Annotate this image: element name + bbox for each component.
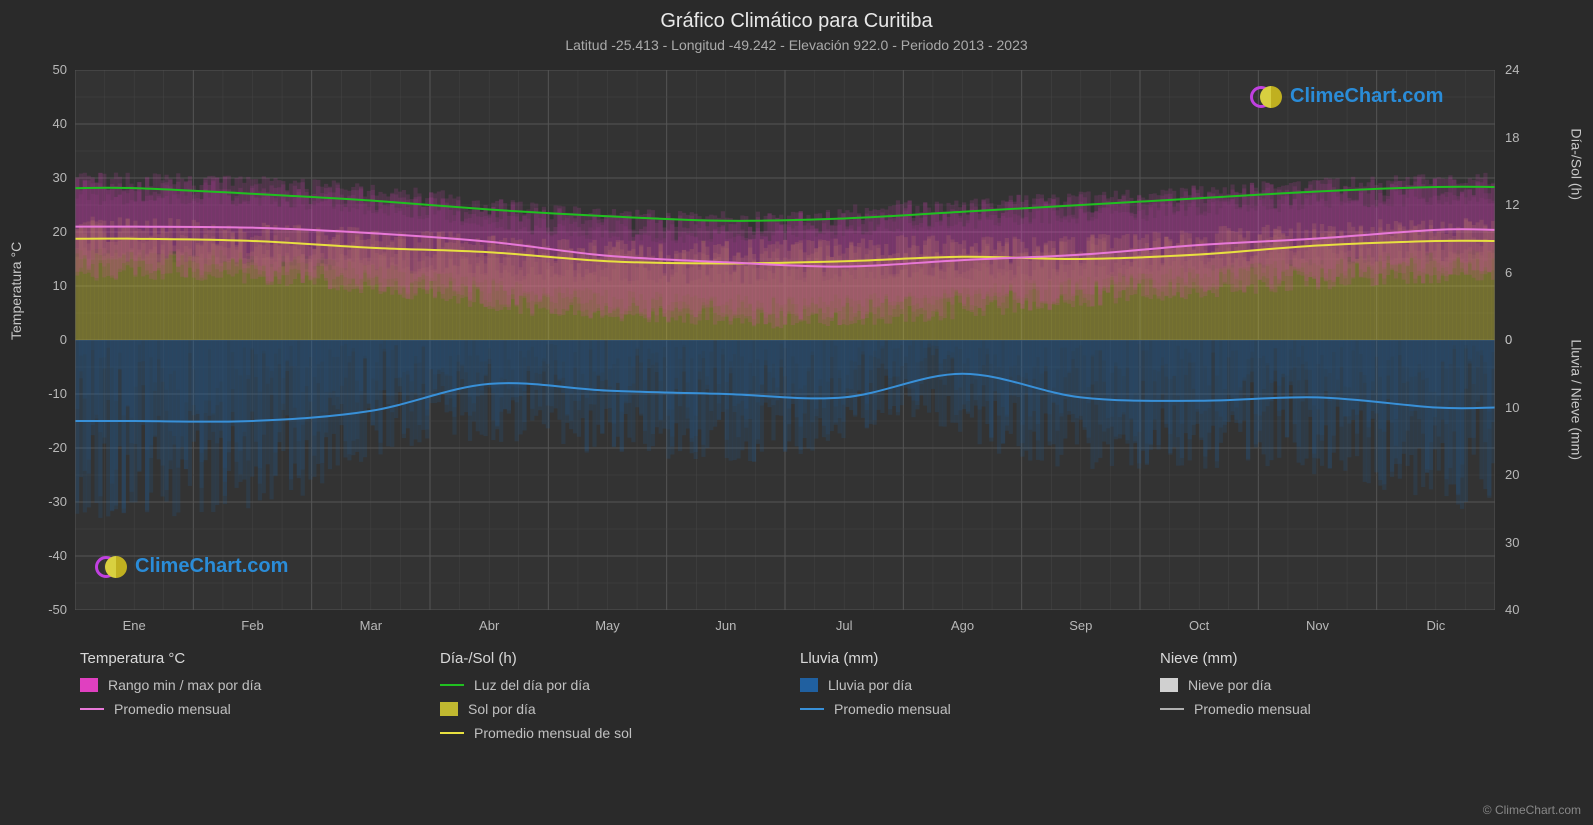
tick-label: Feb (241, 618, 263, 633)
swatch-snow-bars (1160, 678, 1178, 692)
legend-col-rain: Lluvia (mm) Lluvia por día Promedio mens… (800, 650, 1160, 741)
tick-label: -30 (27, 494, 67, 509)
legend-title: Día-/Sol (h) (440, 650, 800, 667)
legend-item: Lluvia por día (800, 677, 1160, 693)
tick-label: Mar (360, 618, 382, 633)
plot-svg (75, 70, 1495, 610)
tick-label: 0 (27, 332, 67, 347)
tick-label: -20 (27, 440, 67, 455)
y-axis-right-bottom-label: Lluvia / Nieve (mm) (1569, 339, 1585, 460)
legend-col-daysun: Día-/Sol (h) Luz del día por día Sol por… (440, 650, 800, 741)
tick-label: Nov (1306, 618, 1329, 633)
legend-label: Nieve por día (1188, 677, 1271, 693)
tick-label: 30 (27, 170, 67, 185)
legend-label: Promedio mensual (114, 701, 231, 717)
swatch-rain-line (800, 708, 824, 710)
copyright: © ClimeChart.com (1483, 803, 1581, 817)
tick-label: Sep (1069, 618, 1092, 633)
legend-item: Luz del día por día (440, 677, 800, 693)
legend-col-temp: Temperatura °C Rango min / max por día P… (80, 650, 440, 741)
legend-label: Luz del día por día (474, 677, 590, 693)
legend-label: Promedio mensual de sol (474, 725, 632, 741)
chart-container: Gráfico Climático para Curitiba Latitud … (0, 0, 1593, 825)
legend-title: Lluvia (mm) (800, 650, 1160, 667)
chart-title: Gráfico Climático para Curitiba (0, 0, 1593, 33)
legend-title: Nieve (mm) (1160, 650, 1520, 667)
tick-label: -10 (27, 386, 67, 401)
tick-label: Dic (1426, 618, 1445, 633)
tick-label: 40 (1505, 602, 1519, 617)
legend-item: Promedio mensual (80, 701, 440, 717)
swatch-sun-bars (440, 702, 458, 716)
swatch-temp-range (80, 678, 98, 692)
tick-label: Jun (715, 618, 736, 633)
legend-label: Rango min / max por día (108, 677, 261, 693)
tick-label: May (595, 618, 620, 633)
tick-label: 40 (27, 116, 67, 131)
tick-label: 10 (1505, 400, 1519, 415)
tick-label: 50 (27, 62, 67, 77)
tick-label: 18 (1505, 130, 1519, 145)
legend-item: Rango min / max por día (80, 677, 440, 693)
swatch-daylight-line (440, 684, 464, 686)
tick-label: 0 (1505, 332, 1512, 347)
tick-label: 20 (1505, 467, 1519, 482)
swatch-sun-avg-line (440, 732, 464, 734)
tick-label: 30 (1505, 535, 1519, 550)
swatch-snow-line (1160, 708, 1184, 710)
tick-label: Oct (1189, 618, 1209, 633)
legend-item: Promedio mensual de sol (440, 725, 800, 741)
legend-item: Nieve por día (1160, 677, 1520, 693)
legend-col-snow: Nieve (mm) Nieve por día Promedio mensua… (1160, 650, 1520, 741)
legend-item: Promedio mensual (800, 701, 1160, 717)
legend-label: Lluvia por día (828, 677, 912, 693)
tick-label: 20 (27, 224, 67, 239)
legend-title: Temperatura °C (80, 650, 440, 667)
y-axis-right-top-label: Día-/Sol (h) (1569, 128, 1585, 200)
legend-item: Promedio mensual (1160, 701, 1520, 717)
tick-label: Abr (479, 618, 499, 633)
chart-subtitle: Latitud -25.413 - Longitud -49.242 - Ele… (0, 33, 1593, 53)
tick-label: Jul (836, 618, 853, 633)
legend-label: Promedio mensual (834, 701, 951, 717)
legend-item: Sol por día (440, 701, 800, 717)
tick-label: 12 (1505, 197, 1519, 212)
y-axis-left-label: Temperatura °C (8, 242, 24, 340)
legend: Temperatura °C Rango min / max por día P… (80, 650, 1520, 741)
tick-label: 10 (27, 278, 67, 293)
plot-area (75, 70, 1495, 610)
tick-label: 6 (1505, 265, 1512, 280)
legend-label: Sol por día (468, 701, 536, 717)
tick-label: Ago (951, 618, 974, 633)
legend-label: Promedio mensual (1194, 701, 1311, 717)
tick-label: -40 (27, 548, 67, 563)
swatch-temp-avg-line (80, 708, 104, 710)
swatch-rain-bars (800, 678, 818, 692)
tick-label: Ene (123, 618, 146, 633)
tick-label: 24 (1505, 62, 1519, 77)
tick-label: -50 (27, 602, 67, 617)
